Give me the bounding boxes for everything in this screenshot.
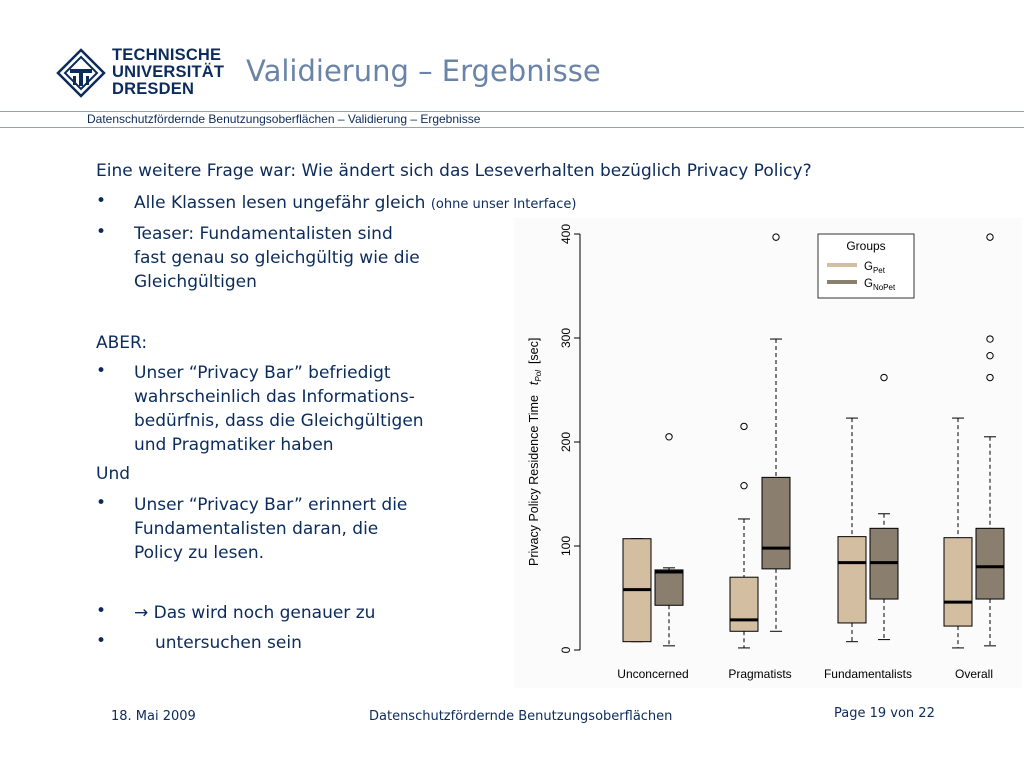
x-category-label: Overall	[955, 667, 993, 681]
footer-date: 18. Mai 2009	[111, 709, 196, 724]
logo-line: DRESDEN	[112, 80, 195, 98]
logo-line: UNIVERSITÄT	[112, 63, 225, 81]
bullet-teaser-line: fast genau so gleichgültig wie die	[134, 248, 420, 268]
bullet-marker: •	[96, 631, 107, 651]
y-axis-label-sub: Pol	[534, 370, 543, 382]
x-category-label: Pragmatists	[728, 667, 791, 681]
box-pet	[943, 537, 973, 627]
bullet-marker: •	[96, 361, 107, 381]
x-category-label: Unconcerned	[617, 667, 688, 681]
bullet-line: wahrscheinlich das Informations-	[134, 387, 415, 407]
legend-label-nopet-base: G	[864, 278, 873, 290]
bullet-line: und Pragmatiker haben	[134, 435, 334, 455]
bullet-teaser-line: Teaser: Fundamentalisten sind	[134, 224, 393, 244]
outlier-point	[772, 233, 780, 241]
tu-dresden-logo[interactable]: TECHNISCHE UNIVERSITÄT DRESDEN	[56, 46, 226, 102]
bullet-line: Fundamentalisten daran, die	[134, 519, 379, 539]
legend-label-pet: GPet	[864, 261, 886, 275]
outlier-point	[740, 422, 748, 431]
box-nopet	[761, 476, 791, 570]
legend-label-pet-base: G	[864, 261, 873, 273]
header-top-divider	[0, 111, 1024, 112]
bullet-marker: •	[96, 222, 107, 242]
bullet-line: Policy zu lesen.	[134, 543, 265, 563]
bullet-privacy-bar-reminds: Unser “Privacy Bar” erinnert die Fundame…	[134, 493, 407, 565]
bullet-marker: •	[96, 493, 107, 513]
legend-label-nopet-sub: NoPet	[873, 283, 896, 292]
footer-page-number: Page 19 von 22	[834, 706, 935, 721]
y-tick-label: 0	[559, 646, 573, 653]
outlier-point	[880, 373, 888, 382]
x-category-label: Fundamentalists	[824, 667, 912, 681]
outlier-point	[986, 351, 994, 360]
slide-title: Validierung – Ergebnisse	[246, 54, 601, 88]
outlier-point	[986, 335, 994, 343]
footer-title: Datenschutzfördernde Benutzungsoberfläch…	[369, 709, 673, 724]
y-tick-label: 300	[559, 328, 573, 348]
bullet-line: Unser “Privacy Bar” erinnert die	[134, 495, 408, 515]
bullet-further-study-cont: untersuchen sein	[155, 633, 302, 653]
legend-label-pet-sub: Pet	[873, 266, 886, 275]
bullet-teaser: Teaser: Fundamentalisten sind fast genau…	[134, 222, 420, 294]
outlier-point	[986, 233, 994, 241]
legend-swatch-nopet	[827, 280, 857, 284]
intro-text: Eine weitere Frage war: Wie ändert sich …	[96, 161, 812, 181]
logo-line: TECHNISCHE	[112, 46, 222, 64]
aber-label: ABER:	[96, 333, 148, 353]
y-tick-label: 100	[559, 536, 573, 556]
y-axis-label-symbol: t	[527, 381, 541, 385]
bullet-line: bedürfnis, dass die Gleichgültigen	[134, 411, 424, 431]
bullet-marker: •	[96, 191, 107, 211]
bullet-teaser-line: Gleichgültigen	[134, 272, 257, 292]
outlier-point	[986, 373, 994, 382]
bullet-line: Unser “Privacy Bar” befriedigt	[134, 363, 391, 383]
und-label: Und	[96, 464, 131, 484]
box-pet	[837, 536, 867, 624]
y-tick-label: 200	[559, 432, 573, 452]
chart-background	[514, 218, 1022, 688]
legend-swatch-pet	[827, 263, 857, 267]
box-nopet	[654, 569, 684, 606]
bullet-privacy-bar-satisfies: Unser “Privacy Bar” befriedigt wahrschei…	[134, 361, 424, 457]
y-tick-label: 400	[559, 224, 573, 244]
breadcrumb: Datenschutzfördernde Benutzungsoberfläch…	[87, 112, 481, 126]
bullet-classes-main: Alle Klassen lesen ungefähr gleich	[134, 193, 426, 213]
box-pet	[729, 576, 759, 632]
logo-wordmark: TECHNISCHE UNIVERSITÄT DRESDEN	[112, 47, 224, 98]
bullet-marker: •	[96, 601, 107, 621]
bullet-further-study: → Das wird noch genauer zu	[134, 603, 376, 623]
residence-time-boxplot: 0 100 200 300 400 Unconcerned Pragmatists Funda…	[514, 218, 1022, 688]
bullet-classes-note: (ohne unser Interface)	[430, 197, 577, 212]
box-nopet	[975, 527, 1005, 600]
legend-title: Groups	[846, 239, 885, 253]
legend-label-nopet: GNoPet	[864, 278, 896, 292]
y-axis-label: Privacy Policy Residence Time tPol [sec]	[527, 338, 543, 566]
chart-legend: Groups GPet GNoPet	[817, 233, 915, 299]
tu-dresden-emblem-icon	[56, 48, 106, 98]
header-bottom-divider	[0, 127, 1024, 128]
bullet-classes: Alle Klassen lesen ungefähr gleich (ohne…	[134, 191, 577, 217]
outlier-point	[740, 481, 748, 490]
outlier-point	[665, 433, 673, 441]
y-axis-label-unit: [sec]	[527, 338, 541, 364]
y-axis-label-text: Privacy Policy Residence Time	[527, 395, 541, 566]
